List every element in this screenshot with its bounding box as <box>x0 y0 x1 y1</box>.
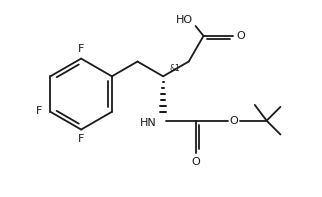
Text: &1: &1 <box>169 64 180 73</box>
Text: F: F <box>78 134 84 144</box>
Text: O: O <box>237 31 245 41</box>
Text: HN: HN <box>140 118 157 128</box>
Text: O: O <box>191 157 200 167</box>
Text: HO: HO <box>176 15 193 25</box>
Text: F: F <box>78 44 84 54</box>
Text: O: O <box>230 116 239 126</box>
Text: F: F <box>35 106 42 116</box>
